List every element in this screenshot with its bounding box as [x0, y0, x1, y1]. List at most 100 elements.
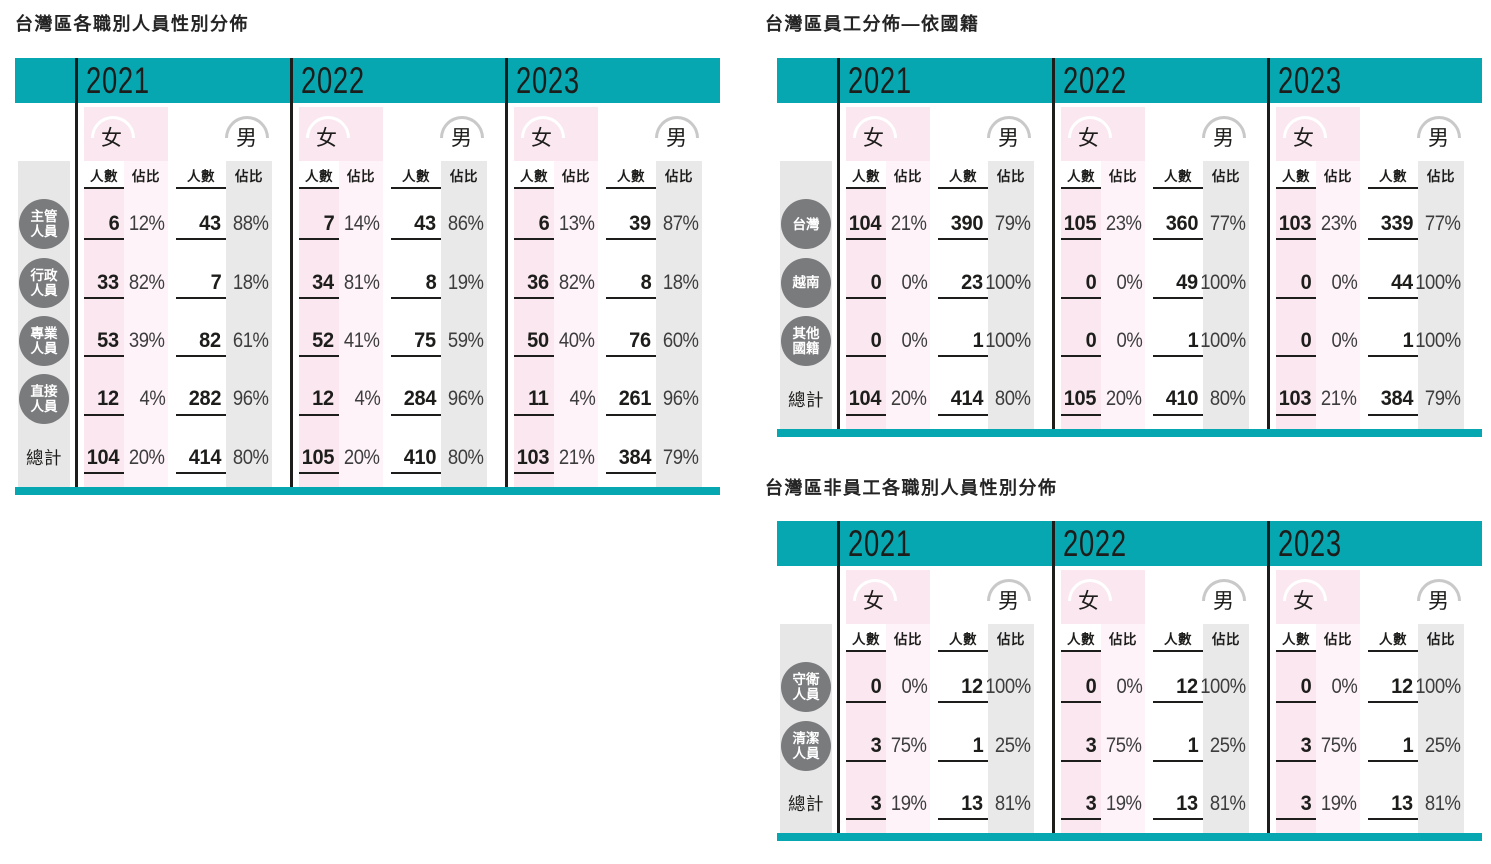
- female-count-cell: 0: [846, 253, 886, 311]
- row-label-total: 總計: [26, 448, 62, 469]
- female-count-cell: 0: [1276, 253, 1316, 311]
- female-header-block: 女: [514, 107, 598, 161]
- male-count-cell: 12: [1153, 658, 1203, 716]
- male-ratio-cell: 79%: [988, 195, 1034, 253]
- male-ratio-cell: 100%: [1200, 658, 1249, 716]
- female-count-cell-value: 3: [870, 733, 881, 757]
- female-count-cell: 0: [1276, 658, 1316, 716]
- female-count-cell-value: 34: [312, 270, 334, 294]
- female-ratio-cell-value: 19%: [1321, 791, 1357, 815]
- male-ratio-cell: 79%: [1418, 370, 1464, 428]
- male-ratio-header: 佔比: [235, 169, 263, 184]
- male-count-cell: 43: [176, 195, 226, 253]
- female-count-cell: 53: [84, 312, 124, 370]
- male-label: 男: [1428, 590, 1449, 613]
- female-count-cell: 3: [1061, 775, 1101, 833]
- female-count-header: 人數: [846, 161, 886, 189]
- male-ratio-cell-value: 59%: [448, 328, 484, 352]
- male-count-cell-value: 384: [618, 445, 652, 469]
- female-count-cell: 104: [84, 429, 124, 487]
- female-ratio-cell: 12%: [124, 195, 168, 253]
- male-count-cell-value: 43: [199, 212, 221, 236]
- male-ratio-cell: 19%: [441, 253, 487, 311]
- female-count-cell-value: 0: [1300, 270, 1311, 294]
- female-count-cell: 0: [846, 658, 886, 716]
- female-count-cell: 105: [1061, 195, 1101, 253]
- female-count-cell-value: 105: [1063, 212, 1097, 236]
- female-count-cell-value: 3: [870, 791, 881, 815]
- female-count-stripe: [1276, 652, 1316, 834]
- male-count-header: 人數: [1153, 161, 1203, 189]
- female-count-cell: 6: [84, 195, 124, 253]
- male-ratio-cell: 25%: [1203, 716, 1249, 774]
- male-count-cell-value: 1: [1402, 328, 1413, 352]
- bottom-accent-bar: [777, 428, 1482, 437]
- female-count-stripe: [299, 189, 339, 487]
- male-count-cell-value: 49: [1176, 270, 1198, 294]
- female-ratio-stripe: [886, 624, 930, 834]
- female-count-cell-value: 12: [97, 387, 119, 411]
- female-ratio-cell-value: 39%: [129, 328, 165, 352]
- male-count-cell-value: 284: [403, 387, 437, 411]
- male-ratio-cell-value: 96%: [663, 387, 699, 411]
- male-ratio-cell-value: 87%: [663, 212, 699, 236]
- female-ratio-cell: 19%: [1101, 775, 1145, 833]
- male-count-cell: 1: [1153, 716, 1203, 774]
- year-header-band: 2021 2022 2023: [777, 521, 1482, 566]
- female-label: 女: [1078, 590, 1099, 613]
- male-ratio-cell: 100%: [1200, 312, 1249, 370]
- table-body: 女男人數 佔比 人數 佔比女男人數 佔比 人數 佔比女男人數 佔比 人數 佔比 主管 人員 6 12% 43…: [15, 103, 720, 487]
- female-count-header: 人數: [1276, 161, 1316, 189]
- male-count-cell: 414: [938, 370, 988, 428]
- male-count-cell: 410: [1153, 370, 1203, 428]
- male-ratio-stripe: [1418, 161, 1464, 429]
- role-badge-line: 主管: [30, 209, 58, 225]
- male-ratio-cell: 80%: [226, 429, 272, 487]
- female-ratio-cell-value: 21%: [891, 212, 927, 236]
- male-ratio-cell: 96%: [441, 370, 487, 428]
- table-gender-by-role: 2021 2022 2023 女男人數 佔比 人數 佔比女男人數 佔比 人數 佔比女男人數 佔比 人數…: [15, 58, 720, 495]
- male-count-cell-value: 8: [425, 270, 436, 294]
- female-count-header: 人數: [1061, 161, 1101, 189]
- female-ratio-header: 佔比: [1109, 632, 1137, 647]
- male-ratio-cell: 80%: [1203, 370, 1249, 428]
- male-ratio-cell-value: 79%: [1425, 387, 1461, 411]
- male-count-cell: 43: [391, 195, 441, 253]
- row-label-total: 總計: [788, 389, 824, 410]
- female-count-cell-value: 0: [870, 328, 881, 352]
- female-header-block: 女: [1276, 570, 1360, 624]
- male-count-cell: 13: [1153, 775, 1203, 833]
- male-ratio-cell-value: 88%: [233, 212, 269, 236]
- role-badge-line: 人員: [792, 687, 820, 703]
- year-divider-line: [1052, 521, 1055, 834]
- male-ratio-cell-value: 80%: [1210, 387, 1246, 411]
- male-ratio-header: 佔比: [665, 169, 693, 184]
- female-count-stripe: [1061, 652, 1101, 834]
- male-ratio-cell: 18%: [656, 253, 702, 311]
- male-ratio-cell: 61%: [226, 312, 272, 370]
- male-count-cell-value: 12: [1391, 675, 1413, 699]
- female-count-stripe: [514, 189, 554, 487]
- female-ratio-cell: 23%: [1101, 195, 1145, 253]
- male-count-cell: 1: [938, 716, 988, 774]
- male-ratio-header: 佔比: [1212, 169, 1240, 184]
- female-ratio-cell: 0%: [1101, 658, 1145, 716]
- role-badge-line: 台灣: [792, 216, 820, 232]
- male-ratio-cell-value: 81%: [995, 791, 1031, 815]
- male-ratio-header: 佔比: [1427, 169, 1455, 184]
- female-ratio-stripe: [1316, 624, 1360, 834]
- male-ratio-cell: 100%: [1415, 253, 1464, 311]
- male-ratio-stripe: [988, 161, 1034, 429]
- male-ratio-cell: 87%: [656, 195, 702, 253]
- female-ratio-cell: 40%: [554, 312, 598, 370]
- female-ratio-cell-value: 23%: [1106, 212, 1142, 236]
- female-ratio-cell-value: 0%: [1331, 675, 1357, 699]
- female-ratio-cell-value: 14%: [344, 212, 380, 236]
- table-title-gender-by-role: 台灣區各職別人員性別分佈: [15, 14, 249, 34]
- female-count-cell: 6: [514, 195, 554, 253]
- female-ratio-cell: 4%: [554, 370, 598, 428]
- female-ratio-cell-value: 0%: [1331, 328, 1357, 352]
- male-ratio-stripe: [1203, 624, 1249, 834]
- male-label: 男: [1213, 590, 1234, 613]
- male-count-cell: 8: [606, 253, 656, 311]
